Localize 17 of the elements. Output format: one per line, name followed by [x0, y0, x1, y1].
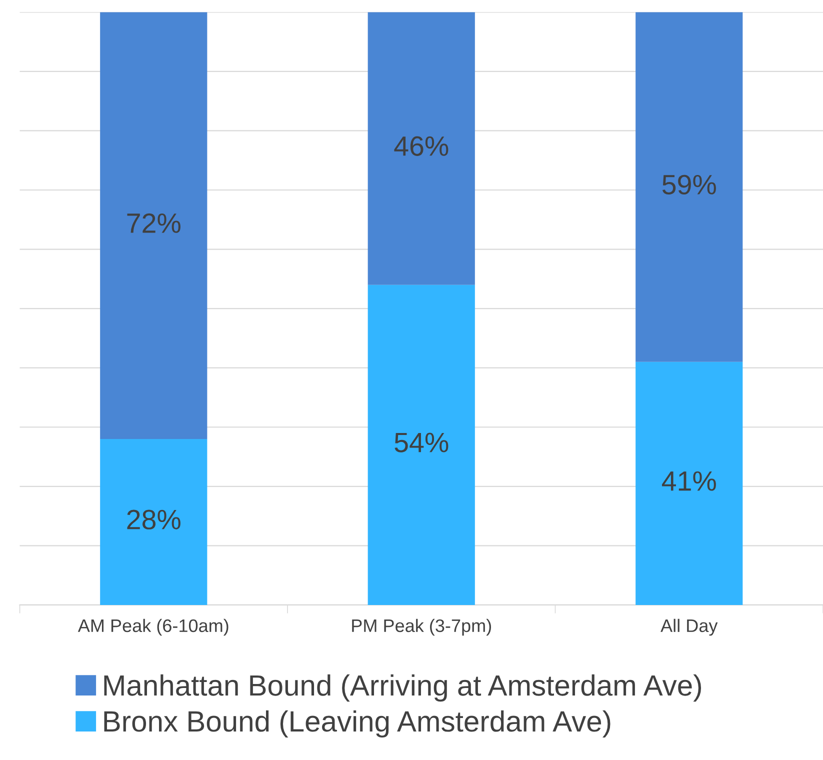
x-tick-label: All Day — [660, 618, 718, 636]
bar — [368, 12, 475, 285]
x-tick-label: PM Peak (3-7pm) — [352, 618, 491, 636]
data-label: 41% — [662, 471, 716, 491]
bar — [100, 12, 208, 439]
bar — [636, 12, 743, 362]
bar — [636, 362, 743, 605]
data-label: 54% — [394, 432, 448, 452]
data-label: 59% — [662, 174, 716, 194]
x-tick-label: AM Peak (6-10am) — [78, 618, 228, 636]
legend-label: Bronx Bound (Leaving Amsterdam Ave) — [104, 710, 610, 738]
data-label: 46% — [394, 136, 448, 156]
bar — [368, 284, 475, 605]
data-label: 28% — [127, 510, 180, 530]
data-label: 72% — [127, 213, 180, 233]
legend-label: Manhattan Bound (Arriving at Amsterdam Ave) — [104, 674, 702, 702]
bar — [100, 438, 208, 605]
